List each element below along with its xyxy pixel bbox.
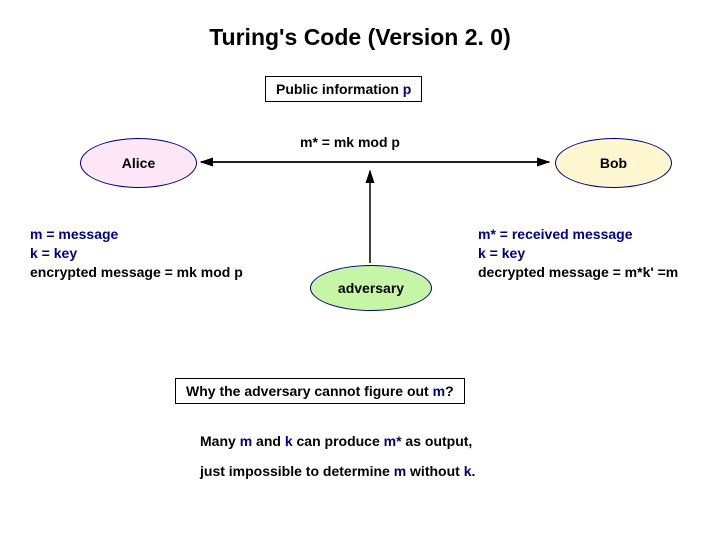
a2v2: k xyxy=(464,463,472,479)
a1v3: m* xyxy=(384,433,402,449)
bob-note-2: k = key xyxy=(478,244,678,263)
a2v1: m xyxy=(394,463,406,479)
a1v1: m xyxy=(240,433,252,449)
public-info-prefix: Public information xyxy=(276,81,403,97)
a1v2: k xyxy=(285,433,293,449)
question-var: m xyxy=(433,383,445,399)
channel-label: m* = mk mod p xyxy=(300,133,400,152)
a2p3: . xyxy=(472,463,476,479)
bob-note-1: m* = received message xyxy=(478,225,678,244)
public-info-var: p xyxy=(403,81,412,97)
answer-line-2: just impossible to determine m without k… xyxy=(200,462,475,481)
node-bob-label: Bob xyxy=(600,155,627,171)
node-adversary: adversary xyxy=(310,265,432,311)
a1p2: and xyxy=(252,433,285,449)
node-alice-label: Alice xyxy=(122,155,155,171)
node-adversary-label: adversary xyxy=(338,280,404,296)
a2p2: without xyxy=(406,463,464,479)
bob-notes: m* = received message k = key decrypted … xyxy=(478,225,678,282)
a1p3: can produce xyxy=(293,433,384,449)
slide-title: Turing's Code (Version 2. 0) xyxy=(0,24,720,51)
node-bob: Bob xyxy=(555,138,672,188)
question-prefix: Why the adversary cannot figure out xyxy=(186,383,433,399)
a1p4: as output, xyxy=(402,433,473,449)
alice-note-1: m = message xyxy=(30,225,243,244)
alice-note-2: k = key xyxy=(30,244,243,263)
bob-note-3: decrypted message = m*k' =m xyxy=(478,263,678,282)
public-info-box: Public information p xyxy=(265,76,422,102)
alice-notes: m = message k = key encrypted message = … xyxy=(30,225,243,282)
a1p1: Many xyxy=(200,433,240,449)
a2p1: just impossible to determine xyxy=(200,463,394,479)
alice-note-3: encrypted message = mk mod p xyxy=(30,263,243,282)
question-box: Why the adversary cannot figure out m? xyxy=(175,378,465,404)
question-suffix: ? xyxy=(445,383,454,399)
node-alice: Alice xyxy=(80,138,197,188)
answer-line-1: Many m and k can produce m* as output, xyxy=(200,432,472,451)
